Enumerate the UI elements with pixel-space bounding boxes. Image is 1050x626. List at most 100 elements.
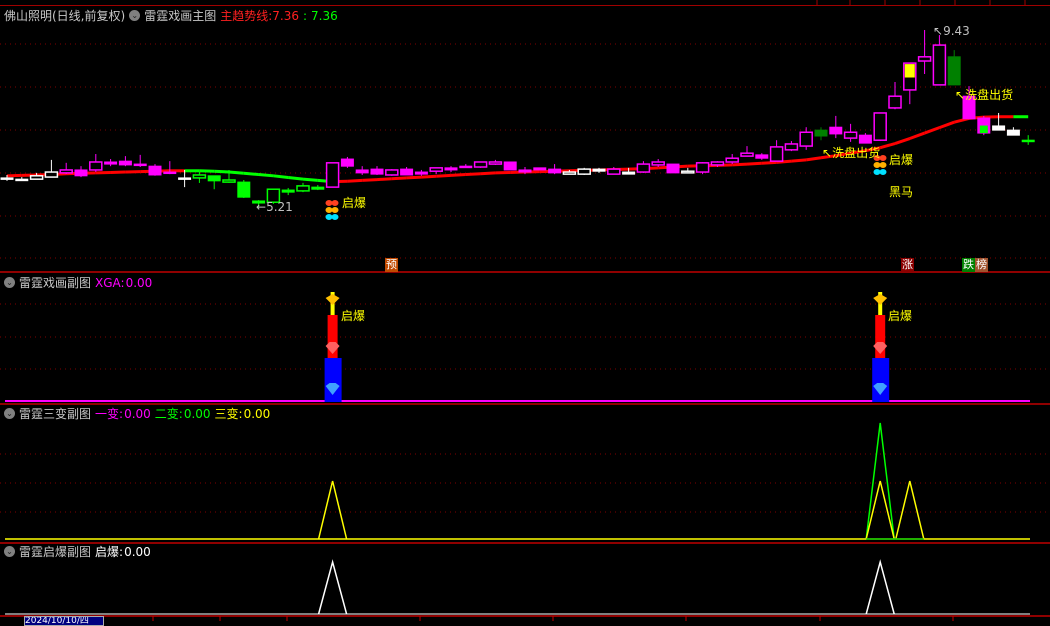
candle-body	[785, 144, 797, 150]
trend-line-segment	[377, 179, 392, 180]
chevron-down-icon[interactable]: ⌄	[4, 277, 15, 288]
candle-body	[741, 153, 753, 156]
butterfly-red-icon	[880, 155, 887, 161]
trend-line-segment	[362, 180, 377, 181]
candle-body	[697, 163, 709, 172]
candle-body	[815, 130, 827, 136]
trend-line-segment	[288, 177, 303, 179]
candle-body	[534, 168, 546, 170]
candle-body	[830, 127, 842, 134]
candle-body	[371, 169, 383, 174]
candle-body	[608, 169, 620, 174]
gem-gold-icon	[873, 294, 887, 305]
butterfly-orange-icon	[326, 207, 333, 213]
trend-line-segment	[392, 178, 407, 179]
indicator-name[interactable]: 雷霆戏画主图	[144, 7, 216, 24]
sub1-blue-bar	[325, 358, 342, 402]
butterfly-cyan-icon	[880, 169, 887, 175]
sub1-value: 0.00	[126, 276, 153, 290]
candle-body	[593, 169, 605, 171]
candle-body	[652, 162, 664, 165]
sub3-title[interactable]: 雷霆启爆副图	[19, 543, 91, 560]
trend-line-segment	[895, 139, 910, 144]
trend-line-segment	[421, 176, 436, 177]
butterfly-orange-icon	[880, 162, 887, 168]
candle-body	[1, 178, 13, 180]
butterfly-orange-icon	[332, 207, 339, 213]
chevron-down-icon[interactable]: ⌄	[129, 10, 140, 21]
low-price-value: 5.21	[266, 200, 293, 214]
butterfly-orange-icon	[874, 162, 881, 168]
signal-xipan-1-text: 洗盘出货	[832, 146, 880, 160]
candle-body	[667, 164, 679, 173]
trend-line-segment	[466, 174, 481, 175]
candle-body	[800, 132, 812, 146]
trend-label: 主趋势线:	[220, 7, 272, 24]
main-chart-header: 佛山照明(日线,前复权) ⌄ 雷霆戏画主图 主趋势线:7.36:7.36	[4, 7, 338, 24]
high-price-label: ↖9.43	[933, 24, 970, 38]
butterfly-red-icon	[326, 200, 333, 206]
gem-gold-icon	[326, 294, 340, 305]
signal-qibao-2: 启爆	[889, 151, 913, 168]
candle-body	[312, 187, 324, 189]
candle-body	[993, 126, 1005, 130]
candle-body	[563, 172, 575, 174]
sub2-yellow-spike	[319, 481, 347, 539]
sub1-title[interactable]: 雷霆戏画副图	[19, 274, 91, 291]
trend-line-segment	[244, 173, 259, 174]
trend-line-segment	[481, 173, 496, 174]
butterfly-cyan-icon	[326, 214, 333, 220]
candle-body	[460, 166, 472, 168]
chevron-down-icon[interactable]: ⌄	[4, 408, 15, 419]
sub3-label: 启爆:	[95, 543, 123, 560]
trend-value-red: 7.36	[272, 9, 299, 23]
sub2-value-1: 0.00	[124, 407, 151, 421]
sub3-value: 0.00	[124, 545, 151, 559]
sub3-spike	[866, 562, 894, 614]
badge-die[interactable]: 跌	[962, 258, 975, 272]
trend-line-segment	[303, 179, 318, 180]
sub1-blue-bar	[872, 358, 889, 402]
trend-line-segment	[791, 160, 806, 161]
trend-line-segment	[910, 133, 925, 138]
sub2-header: ⌄ 雷霆三变副图 一变:0.00 二变:0.00 三变:0.00	[4, 405, 270, 422]
sub3-spike	[319, 562, 347, 614]
trend-line-segment	[436, 175, 451, 176]
candle-body	[119, 161, 131, 165]
stock-name: 佛山照明(日线,前复权)	[4, 7, 125, 24]
candle-body	[297, 186, 309, 191]
candle-body	[149, 166, 161, 175]
signal-xipan-2: ↖洗盘出货	[955, 86, 1013, 103]
candle-body	[90, 162, 102, 170]
candle-body	[919, 57, 931, 61]
candle-body	[637, 164, 649, 172]
signal-xipan-2-text: 洗盘出货	[965, 88, 1013, 102]
high-price-value: 9.43	[943, 24, 970, 38]
candle-body	[623, 172, 635, 174]
trend-line-segment	[273, 176, 288, 178]
badge-zhang[interactable]: 涨	[901, 258, 914, 272]
candle-body	[504, 162, 516, 170]
sub1-signal-2: 启爆	[888, 307, 912, 324]
badge-yu[interactable]: 预	[385, 258, 398, 272]
signal-qibao-1: 启爆	[342, 194, 366, 211]
butterfly-red-icon	[332, 200, 339, 206]
signal-xipan-1: ↖洗盘出货	[822, 144, 880, 161]
sub1-header: ⌄ 雷霆戏画副图 XGA:0.00	[4, 274, 152, 291]
cursor-date: 2024/10/10/四	[24, 616, 104, 626]
candle-body	[1007, 130, 1019, 135]
signal-heima: 黑马	[889, 183, 913, 200]
candle-body	[193, 175, 205, 178]
sub1-label: XGA:	[95, 276, 125, 290]
sub2-label-3: 三变:	[215, 405, 243, 422]
trend-line-segment	[229, 172, 244, 173]
badge-bang[interactable]: 榜	[975, 258, 988, 272]
candle-body	[223, 180, 235, 182]
chevron-down-icon[interactable]: ⌄	[4, 546, 15, 557]
candle-body-highlight	[980, 126, 988, 134]
sub2-title[interactable]: 雷霆三变副图	[19, 405, 91, 422]
candle-body	[756, 155, 768, 158]
trend-line-segment	[259, 175, 274, 176]
candle-body	[31, 176, 43, 179]
trend-line-segment	[732, 164, 747, 165]
